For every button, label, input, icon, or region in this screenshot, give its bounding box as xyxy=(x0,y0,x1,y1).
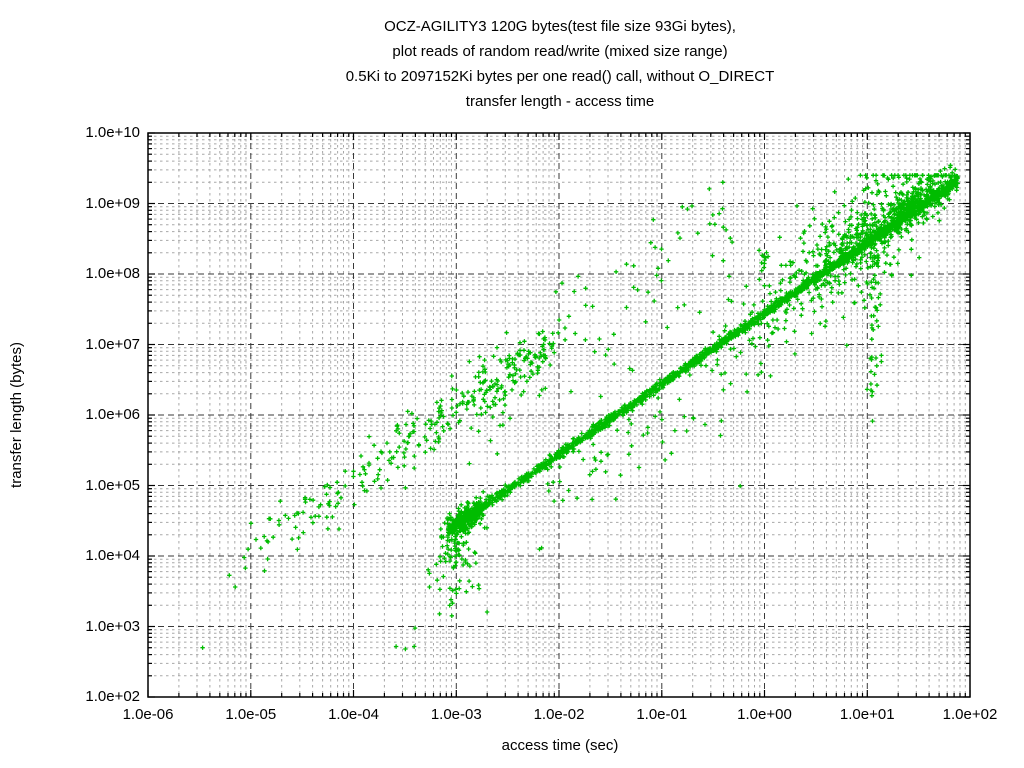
x-tick-label: 1.0e-02 xyxy=(533,706,585,723)
y-tick-label: 1.0e+08 xyxy=(85,265,140,282)
y-tick-label: 1.0e+10 xyxy=(85,124,140,141)
y-tick-label: 1.0e+02 xyxy=(85,688,140,705)
y-tick-label: 1.0e+06 xyxy=(85,406,140,423)
grid-lines xyxy=(147,132,971,698)
y-tick-label: 1.0e+03 xyxy=(85,617,140,635)
chart-title-line-3: 0.5Ki to 2097152Ki bytes per one read() … xyxy=(345,68,775,85)
chart-title-line-2: plot reads of random read/write (mixed s… xyxy=(392,43,728,60)
x-tick-label: 1.0e+01 xyxy=(839,706,895,723)
x-tick-label: 1.0e-04 xyxy=(328,706,379,723)
x-tick-label: 1.0e+00 xyxy=(737,706,792,723)
y-tick-label: 1.0e+05 xyxy=(85,476,140,494)
y-tick-label: 1.0e+09 xyxy=(85,194,140,212)
x-tick-label: 1.0e+02 xyxy=(942,706,998,723)
chart-title: OCZ-AGILITY3 120G bytes(test file size 9… xyxy=(96,14,1024,114)
x-tick-label: 1.0e-06 xyxy=(122,706,174,723)
x-axis-title: access time (sec) xyxy=(501,737,619,754)
x-tick-label: 1.0e-05 xyxy=(225,706,277,723)
x-tick-label: 1.0e-01 xyxy=(636,706,688,723)
x-tick-label: 1.0e-03 xyxy=(430,706,482,723)
chart-title-line-1: OCZ-AGILITY3 120G bytes(test file size 9… xyxy=(384,18,736,35)
y-tick-label: 1.0e+04 xyxy=(85,547,140,564)
y-axis-title: transfer length (bytes) xyxy=(8,342,25,488)
chart-title-line-4: transfer length - access time xyxy=(465,93,655,110)
y-tick-label: 1.0e+07 xyxy=(85,335,140,353)
plot-border xyxy=(147,132,971,698)
data-points-series xyxy=(200,163,960,652)
